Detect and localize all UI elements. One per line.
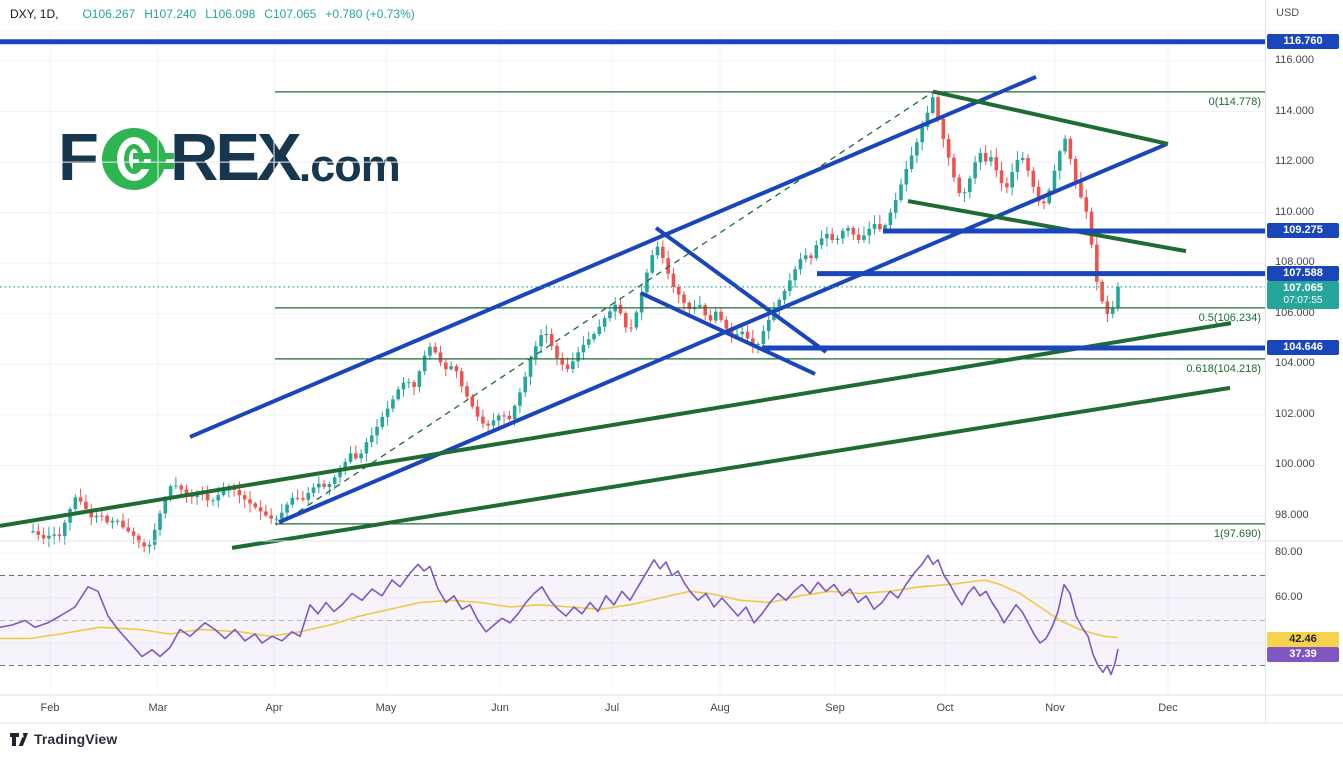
fib-label-2: 0.618(104.218) bbox=[1186, 362, 1261, 375]
forex-logo-o-icon bbox=[101, 128, 174, 190]
fib-label-0: 0(114.778) bbox=[1208, 95, 1261, 108]
price-tick-100.000: 100.000 bbox=[1275, 458, 1315, 471]
last-price-value: 107.065 bbox=[1283, 281, 1323, 294]
fib-label-3: 1(97.690) bbox=[1213, 527, 1261, 540]
price-tick-114.000: 114.000 bbox=[1275, 104, 1314, 117]
price-line-badge-116760[interactable]: 116.760 bbox=[1267, 33, 1339, 49]
symbol-name[interactable]: DXY, 1D, bbox=[10, 7, 59, 21]
month-label-May: May bbox=[375, 702, 397, 714]
last-price-badge[interactable]: 107.065 07:07:55 bbox=[1267, 280, 1339, 309]
price-tick-112.000: 112.000 bbox=[1275, 155, 1314, 168]
month-label-Feb: Feb bbox=[40, 702, 60, 714]
fib-label-1: 0.5(106.234) bbox=[1198, 311, 1261, 324]
month-label-Oct: Oct bbox=[936, 702, 954, 714]
ohlc-change: +0.780 (+0.73%) bbox=[325, 7, 415, 21]
symbol-header[interactable]: DXY, 1D, O106.267 H107.240 L106.098 C107.065… bbox=[10, 7, 424, 21]
forex-logo-rex: REX bbox=[169, 120, 302, 195]
price-line-badge-109275[interactable]: 109.275 bbox=[1267, 223, 1339, 238]
price-tick-104.000: 104.000 bbox=[1275, 357, 1315, 370]
bar-countdown: 07:07:55 bbox=[1283, 294, 1323, 306]
tradingview-logo-text: TradingView bbox=[34, 731, 118, 747]
price-tick-108.000: 108.000 bbox=[1275, 256, 1315, 269]
month-label-Nov: Nov bbox=[1045, 702, 1065, 714]
rsi-tick-60.00: 60.00 bbox=[1275, 591, 1303, 603]
price-tick-102.000: 102.000 bbox=[1275, 407, 1315, 420]
tradingview-logo-icon bbox=[10, 732, 28, 746]
ohlc-high: H107.240 bbox=[144, 7, 197, 21]
tradingview-attribution[interactable]: TradingView bbox=[10, 731, 117, 747]
month-label-Mar: Mar bbox=[148, 702, 168, 714]
price-tick-98.000: 98.000 bbox=[1275, 509, 1309, 522]
price-line-badge-107588[interactable]: 107.588 bbox=[1267, 265, 1339, 281]
rsi-value-badge[interactable]: 37.39 bbox=[1267, 647, 1339, 662]
price-tick-110.000: 110.000 bbox=[1275, 205, 1314, 218]
ohlc-low: L106.098 bbox=[205, 7, 256, 21]
month-label-Jul: Jul bbox=[604, 702, 620, 714]
axis-currency-label: USD bbox=[1276, 7, 1300, 19]
price-tick-116.000: 116.000 bbox=[1275, 54, 1314, 66]
ohlc-close: C107.065 bbox=[264, 7, 317, 21]
ohlc-open: O106.267 bbox=[82, 7, 136, 21]
month-label-Jun: Jun bbox=[491, 702, 509, 714]
forex-logo-com: .com bbox=[298, 140, 401, 191]
price-tick-106.000: 106.000 bbox=[1275, 306, 1315, 319]
month-label-Aug: Aug bbox=[710, 702, 730, 714]
price-line-badge-104646[interactable]: 104.646 bbox=[1267, 340, 1339, 356]
month-label-Sep: Sep bbox=[825, 702, 845, 714]
rsi-tick-80.00: 80.00 bbox=[1275, 546, 1303, 558]
forex-com-logo: F REX .com bbox=[58, 120, 401, 195]
forex-logo-f: F bbox=[58, 120, 99, 195]
month-label-Dec: Dec bbox=[1158, 702, 1178, 714]
rsi-ma-badge[interactable]: 42.46 bbox=[1267, 632, 1339, 647]
month-label-Apr: Apr bbox=[265, 702, 283, 714]
